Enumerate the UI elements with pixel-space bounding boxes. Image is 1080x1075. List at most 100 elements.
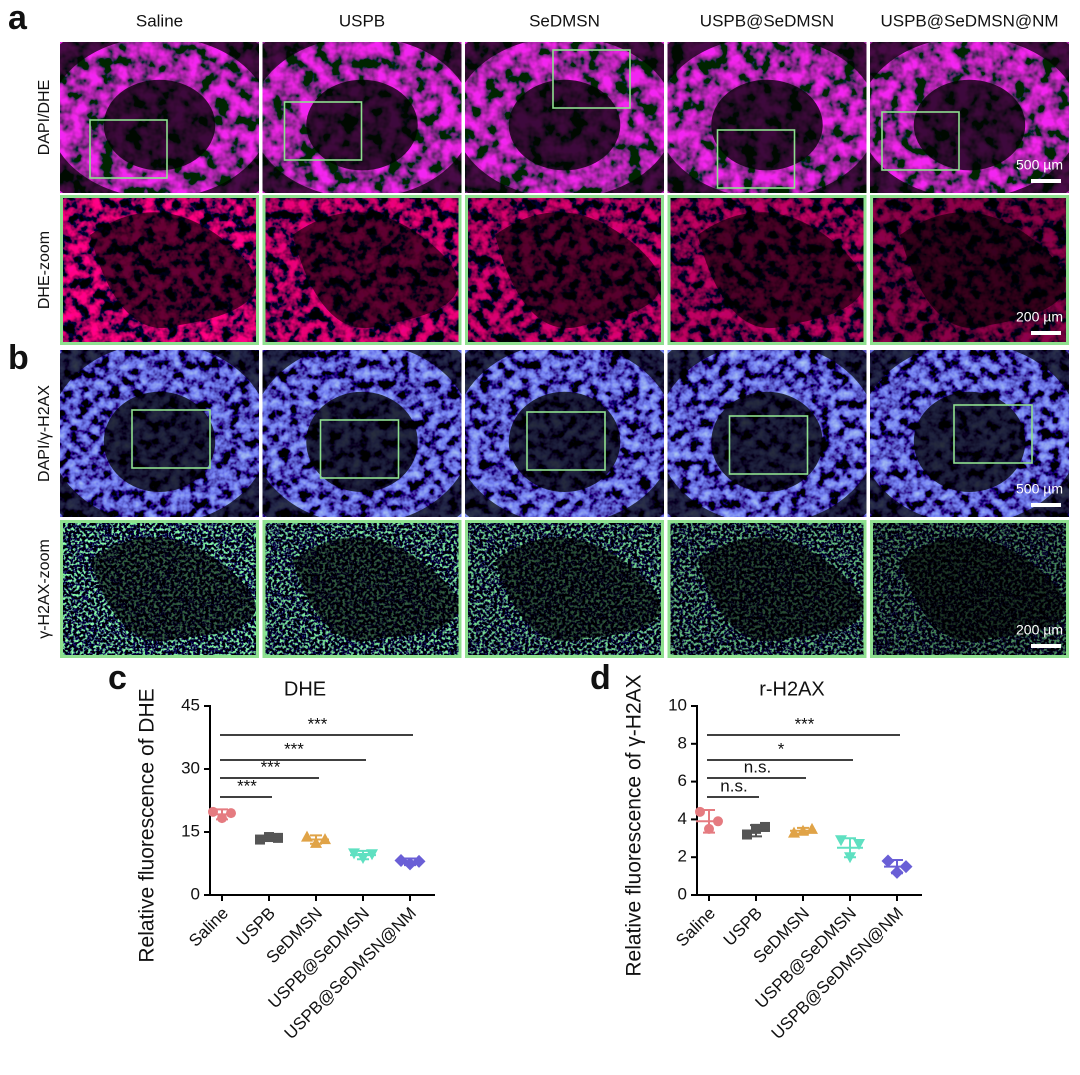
zoom-box: [728, 415, 809, 475]
point: [881, 854, 895, 868]
y-tick-label: 0: [191, 884, 200, 903]
zoom-frame: [262, 195, 462, 345]
error-bar: [310, 834, 322, 845]
zoom-box: [716, 129, 796, 189]
micrograph: [870, 520, 1069, 658]
dark-lumen: [900, 212, 1066, 329]
lumen: [913, 391, 1026, 492]
error-bar: [844, 837, 856, 859]
dark-lumen: [90, 537, 256, 642]
lumen: [711, 79, 823, 171]
y-tick-label: 8: [678, 733, 687, 752]
lumen: [508, 391, 621, 492]
y-tick-label: 30: [181, 758, 200, 777]
row-label: DAPI/DHE: [36, 80, 53, 156]
lumen: [508, 79, 621, 171]
micrograph: [465, 195, 664, 345]
micrograph: [870, 42, 1069, 193]
micrograph: [262, 350, 462, 517]
significance-label: n.s.: [744, 757, 771, 776]
zoom-box: [131, 409, 211, 469]
column-header: Saline: [136, 11, 183, 30]
zoom-frame: [262, 520, 462, 658]
error-bar: [404, 857, 416, 867]
panel-label: a: [8, 0, 28, 37]
zoom-frame: [465, 195, 664, 345]
significance-label: ***: [308, 714, 328, 733]
y-axis-label: Relative fluorescence of γ-H2AX: [623, 674, 646, 976]
scale-bar-label: 500 µm: [1016, 481, 1063, 497]
x-tick-label: Saline: [672, 904, 719, 951]
y-tick-label: 15: [181, 821, 200, 840]
dark-lumen: [697, 212, 864, 329]
dark-lumen: [292, 212, 459, 329]
x-tick-label: Saline: [185, 904, 232, 951]
panel-label: d: [590, 659, 611, 697]
scale-bar-label: 200 µm: [1016, 622, 1063, 638]
chart-title: DHE: [284, 678, 326, 700]
zoom-box: [552, 49, 631, 109]
zoom-frame: [60, 520, 259, 658]
point: [853, 838, 865, 850]
point: [835, 835, 847, 847]
zoom-box: [89, 119, 168, 179]
scale-bar-label: 200 µm: [1016, 309, 1063, 325]
micrograph: [667, 42, 867, 193]
dark-lumen: [495, 212, 661, 329]
point: [788, 826, 800, 838]
row-label: DHE-zoom: [36, 231, 53, 309]
significance-label: ***: [261, 757, 281, 776]
dark-lumen: [900, 537, 1066, 642]
y-tick-label: 6: [678, 771, 687, 790]
column-header: USPB@SeDMSN@NM: [880, 11, 1058, 30]
point: [695, 806, 705, 817]
y-tick-label: 2: [678, 847, 687, 866]
micrograph: [870, 350, 1069, 517]
y-tick-label: 45: [181, 695, 200, 714]
zoom-box: [319, 419, 400, 479]
y-tick-label: 4: [678, 809, 687, 828]
lumen: [103, 391, 216, 492]
micrograph: [667, 195, 867, 345]
zoom-box: [526, 411, 606, 471]
error-bar: [357, 849, 369, 861]
micrograph: [667, 520, 867, 658]
row-label: DAPI/γ-H2AX: [36, 385, 53, 482]
point: [255, 834, 265, 845]
error-bar: [263, 835, 275, 842]
point: [760, 821, 770, 832]
y-tick-label: 10: [668, 695, 687, 714]
micrograph: [667, 350, 867, 517]
zoom-frame: [465, 520, 664, 658]
micrograph: [60, 520, 259, 658]
dark-lumen: [495, 537, 661, 642]
micrograph: [465, 42, 664, 193]
point: [226, 808, 236, 819]
panel-label: b: [8, 339, 29, 377]
error-bar: [797, 826, 809, 835]
row-label: γ-H2AX-zoom: [36, 539, 53, 639]
micrograph: [60, 350, 259, 517]
error-bar: [216, 808, 228, 821]
dark-lumen: [292, 537, 459, 642]
zoom-frame: [870, 520, 1069, 658]
significance-label: ***: [284, 739, 304, 758]
error-bar: [703, 808, 715, 834]
zoom-frame: [60, 195, 259, 345]
column-header: SeDMSN: [529, 11, 600, 30]
micrograph: [262, 520, 462, 658]
panel-label: c: [108, 659, 127, 697]
significance-label: n.s.: [720, 776, 747, 795]
lumen: [913, 79, 1026, 171]
micrograph: [465, 350, 664, 517]
zoom-box: [283, 101, 363, 161]
significance-label: *: [778, 739, 785, 758]
dark-lumen: [697, 537, 864, 642]
zoom-frame: [667, 520, 867, 658]
significance-label: ***: [795, 714, 815, 733]
zoom-frame: [667, 195, 867, 345]
zoom-frame: [870, 195, 1069, 345]
image-grid: [60, 42, 1069, 658]
chart-title: r-H2AX: [759, 678, 825, 700]
